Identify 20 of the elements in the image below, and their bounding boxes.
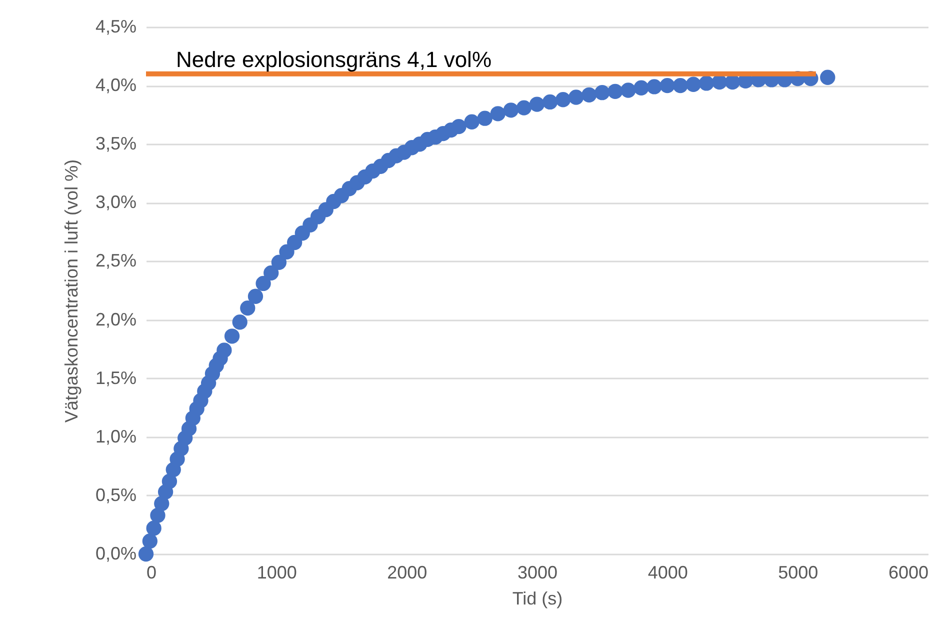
x-tick-label: 6000 <box>888 562 928 582</box>
y-axis-title: Vätgaskoncentration i luft (vol %) <box>61 159 82 423</box>
y-tick-label: 3,0% <box>95 192 136 212</box>
x-tick-label: 2000 <box>387 562 428 582</box>
y-tick-label: 4,0% <box>95 75 136 96</box>
series-label: Nedre explosionsgräns 4,1 vol% <box>176 46 492 72</box>
x-tick-label: 3000 <box>517 562 558 582</box>
x-axis-title: Tid (s) <box>512 588 563 608</box>
x-tick-label: 4000 <box>648 562 688 582</box>
y-tick-label: 2,5% <box>95 250 136 271</box>
x-tick-label: 1000 <box>256 562 297 582</box>
y-tick-label: 0,5% <box>95 484 136 505</box>
x-tick-label: 0 <box>146 562 157 582</box>
y-tick-label: 0,0% <box>95 544 136 564</box>
y-tick-label: 1,5% <box>95 368 136 388</box>
y-tick-label: 4,5% <box>95 16 136 36</box>
x-tick-label: 5000 <box>778 562 818 582</box>
y-tick-label: 3,5% <box>95 134 136 154</box>
y-tick-label: 1,0% <box>95 426 136 446</box>
y-tick-label: 2,0% <box>95 309 136 330</box>
